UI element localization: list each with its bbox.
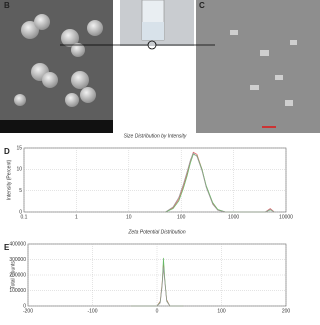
series-line	[131, 267, 183, 307]
sem-image	[0, 0, 113, 133]
panel-label: D	[4, 147, 10, 156]
panel-label: C	[199, 1, 205, 10]
x-tick-label: 1000	[228, 214, 239, 220]
connector-circle	[147, 40, 157, 50]
panel-label: E	[4, 243, 10, 252]
y-axis-label: Total Counts	[10, 261, 16, 289]
x-tick-label: -100	[87, 308, 97, 314]
panel-label: B	[4, 1, 10, 10]
y-tick-label: 400000	[9, 241, 26, 247]
y-tick-label: 100000	[9, 288, 26, 294]
y-tick-label: 200000	[9, 272, 26, 278]
y-tick-label: 0	[19, 209, 22, 215]
vial-photo	[120, 0, 194, 46]
x-tick-label: 0.1	[21, 214, 28, 220]
y-tick-label: 15	[16, 145, 22, 151]
x-tick-label: 10000	[279, 214, 293, 220]
y-tick-label: 10	[16, 167, 22, 173]
series-line	[165, 153, 275, 213]
charts: Size Distribution by IntensityD0510150.1…	[4, 133, 293, 314]
x-tick-label: -200	[23, 308, 33, 314]
x-tick-label: 10	[126, 214, 132, 220]
x-tick-label: 100	[177, 214, 186, 220]
y-axis-label: Intensity (Percent)	[6, 159, 12, 200]
x-tick-label: 100	[217, 308, 226, 314]
series-line	[165, 152, 275, 213]
x-tick-label: 200	[282, 308, 291, 314]
x-tick-label: 0	[156, 308, 159, 314]
x-tick-label: 1	[75, 214, 78, 220]
chart-title: Size Distribution by Intensity	[124, 133, 187, 139]
plot-area	[23, 147, 287, 213]
y-tick-label: 5	[19, 188, 22, 194]
y-tick-label: 300000	[9, 257, 26, 263]
series-line	[165, 151, 275, 213]
chart-title: Zeta Potential Distribution	[127, 229, 185, 235]
y-tick-label: 0	[23, 303, 26, 309]
tem-image	[196, 0, 320, 133]
